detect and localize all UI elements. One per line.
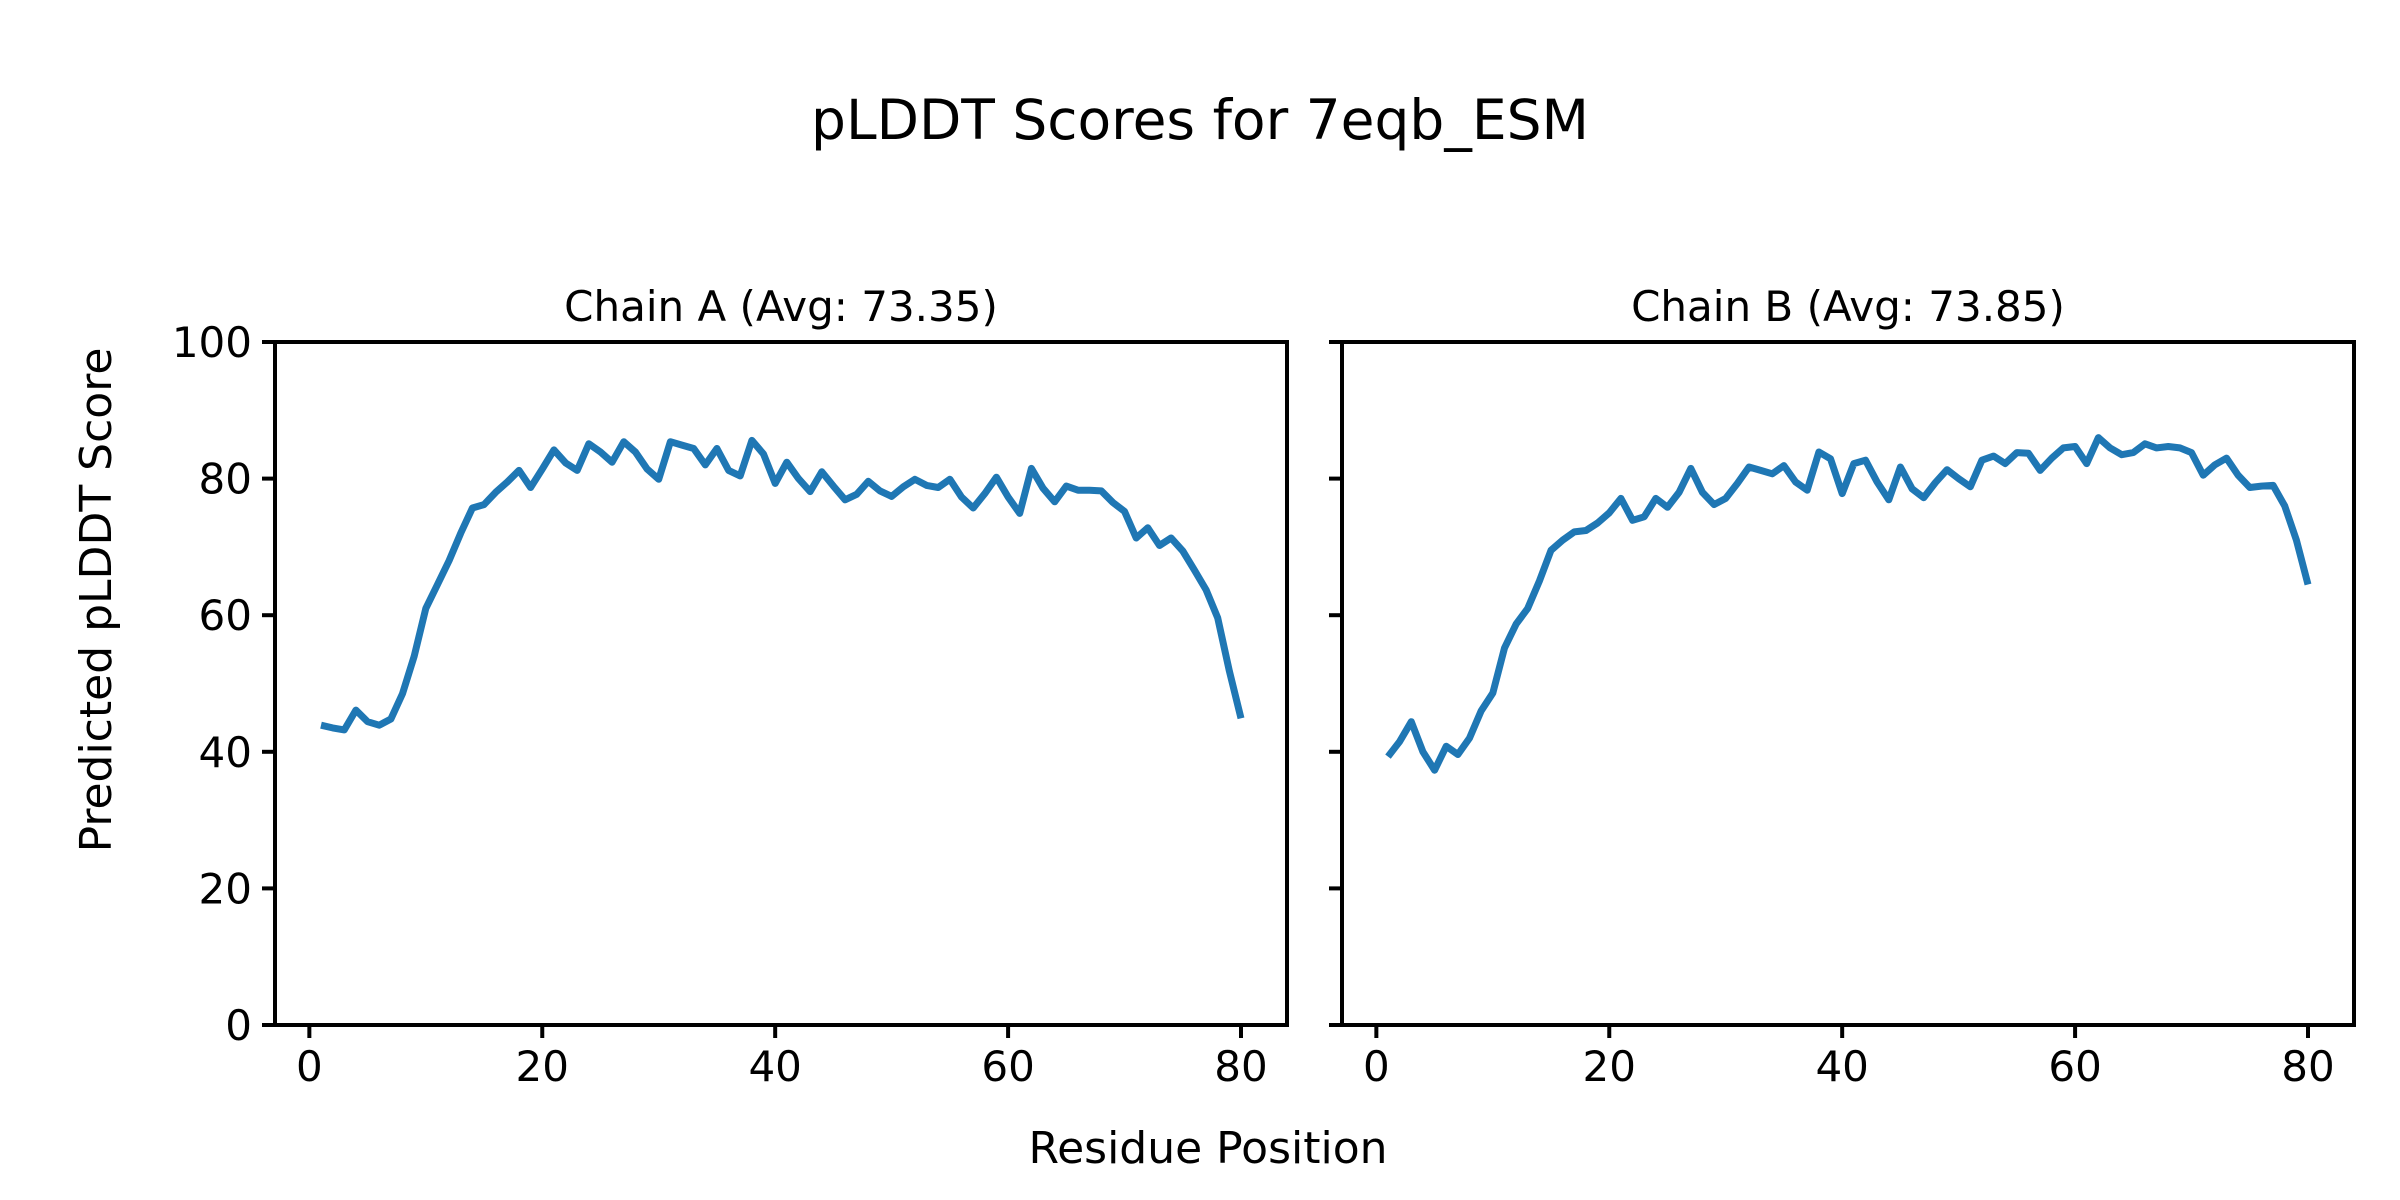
x-tick-label: 20: [1583, 1042, 1636, 1091]
x-axis-label: Residue Position: [1028, 1123, 1388, 1174]
x-tick-label: 40: [1815, 1042, 1868, 1091]
y-tick-label: 100: [172, 318, 252, 367]
x-tick-label: 60: [2048, 1042, 2101, 1091]
y-tick-label: 80: [199, 455, 252, 504]
x-tick-label: 60: [981, 1042, 1034, 1091]
chain-a-subplot-title: Chain A (Avg: 73.35): [564, 282, 998, 331]
y-tick-label: 0: [225, 1001, 252, 1050]
x-tick-label: 20: [516, 1042, 569, 1091]
y-tick-label: 40: [199, 728, 252, 777]
figure-title: pLDDT Scores for 7eqb_ESM: [811, 88, 1589, 152]
x-tick-label: 80: [2281, 1042, 2334, 1091]
x-tick-label: 0: [296, 1042, 323, 1091]
axes-box: [1340, 340, 2356, 1027]
x-tick-label: 0: [1363, 1042, 1390, 1091]
chain-b-line: [1385, 434, 2312, 774]
x-tick-label: 40: [748, 1042, 801, 1091]
y-tick-label: 60: [199, 591, 252, 640]
axes-box: [273, 340, 1289, 1027]
y-tick-label: 20: [199, 864, 252, 913]
chain-a-line: [320, 436, 1245, 734]
x-tick-label: 80: [1214, 1042, 1267, 1091]
chain-b-subplot-title: Chain B (Avg: 73.85): [1631, 282, 2065, 331]
